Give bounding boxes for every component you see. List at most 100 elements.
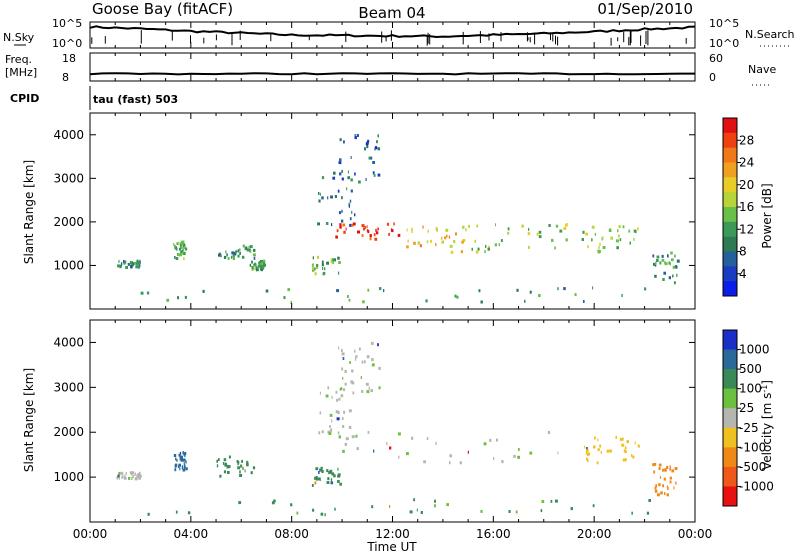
range-gate-cell <box>325 394 329 398</box>
range-gate-cell <box>375 228 377 232</box>
y-tick-label: 3000 <box>53 171 84 185</box>
range-gate-cell <box>176 242 179 246</box>
range-gate-cell <box>341 417 344 420</box>
range-gate-cell <box>622 437 624 441</box>
range-gate-cell <box>658 467 661 470</box>
range-gate-cell <box>496 438 498 442</box>
range-gate-cell <box>355 434 358 438</box>
range-gate-cell <box>253 248 256 252</box>
range-gate-cell <box>377 343 379 347</box>
colorbar-swatch <box>723 427 737 448</box>
range-gate-cell <box>660 491 663 495</box>
range-gate-cell <box>446 234 448 238</box>
range-gate-cell <box>182 248 185 252</box>
range-gate-cell <box>125 472 127 476</box>
range-gate-cell <box>435 441 437 445</box>
range-gate-cell <box>445 228 449 232</box>
colorbar-swatch <box>723 330 737 351</box>
range-gate-cell <box>389 446 392 450</box>
range-gate-cell <box>311 266 315 270</box>
range-gate-cell <box>391 229 394 233</box>
range-gate-cell <box>246 248 250 252</box>
range-gate-cell <box>507 227 510 231</box>
range-gate-cell <box>122 472 124 476</box>
range-gate-cell <box>321 470 324 473</box>
range-gate-cell <box>361 234 364 238</box>
range-gate-cell <box>166 298 170 302</box>
range-gate-cell <box>348 204 350 208</box>
range-gate-cell <box>335 410 339 414</box>
range-gate-cell <box>406 452 409 456</box>
range-gate-cell <box>654 489 658 493</box>
range-gate-cell <box>372 171 375 175</box>
range-gate-cell <box>330 260 333 264</box>
range-gate-cell <box>248 245 251 249</box>
range-gate-cell <box>262 259 266 263</box>
nsky-spikes <box>91 30 687 46</box>
beam-title: Beam 04 <box>358 4 425 22</box>
range-gate-cell <box>352 222 356 226</box>
range-gate-cell <box>673 281 676 285</box>
range-gate-cell <box>332 258 335 262</box>
range-gate-cell <box>123 261 126 265</box>
range-gate-cell <box>635 230 637 234</box>
range-gate-cell <box>672 274 674 278</box>
range-gate-cell <box>596 461 599 465</box>
range-gate-cell <box>371 341 374 345</box>
range-gate-cell <box>427 229 429 233</box>
range-gate-cell <box>358 347 361 351</box>
range-gate-cell <box>594 232 597 236</box>
range-gate-cell <box>348 202 351 206</box>
range-gate-cell <box>540 509 543 513</box>
range-gate-cell <box>406 245 409 249</box>
x-tick-label: 00:00 <box>73 527 108 541</box>
range-gate-cell <box>337 467 339 471</box>
x-tick-label: 00:00 <box>678 527 713 541</box>
range-gate-cell <box>339 138 342 142</box>
x-axis-label: Time UT <box>366 540 417 554</box>
range-gate-cell <box>354 134 356 137</box>
nsearch-label: N.Search <box>745 28 795 41</box>
range-gate-cell <box>344 382 347 386</box>
range-gate-cell <box>180 240 184 244</box>
range-gate-cell <box>364 226 366 229</box>
range-gate-cell <box>183 243 185 246</box>
velocity-panel-bg <box>90 320 695 522</box>
range-gate-cell <box>341 169 343 173</box>
range-gate-cell <box>271 501 275 505</box>
range-gate-cell <box>608 229 612 232</box>
range-gate-cell <box>594 436 596 440</box>
range-gate-cell <box>175 510 178 514</box>
range-gate-cell <box>175 257 179 260</box>
range-gate-cell <box>637 444 640 448</box>
range-gate-cell <box>347 295 349 298</box>
range-gate-cell <box>341 367 344 371</box>
range-gate-cell <box>178 453 181 457</box>
range-gate-cell <box>135 261 137 265</box>
range-gate-cell <box>328 471 330 475</box>
range-gate-cell <box>239 251 241 255</box>
range-gate-cell <box>256 268 260 272</box>
range-gate-cell <box>666 493 669 497</box>
range-gate-cell <box>563 226 567 230</box>
range-gate-cell <box>348 409 352 413</box>
range-gate-cell <box>521 224 524 228</box>
range-gate-cell <box>336 229 339 233</box>
range-gate-cell <box>375 146 378 150</box>
range-gate-cell <box>323 267 326 271</box>
range-gate-cell <box>459 461 462 465</box>
power-panel-bg <box>90 113 695 309</box>
range-gate-cell <box>623 449 625 453</box>
range-gate-cell <box>584 445 586 449</box>
range-gate-cell <box>449 244 453 248</box>
range-gate-cell <box>474 239 477 243</box>
range-gate-cell <box>354 136 357 140</box>
range-gate-cell <box>319 192 321 196</box>
range-gate-cell <box>662 484 665 488</box>
range-gate-cell <box>120 471 123 475</box>
range-gate-cell <box>356 134 359 137</box>
range-gate-cell <box>448 235 451 239</box>
range-gate-cell <box>315 477 318 481</box>
range-gate-cell <box>617 229 619 233</box>
range-gate-cell <box>242 467 244 471</box>
